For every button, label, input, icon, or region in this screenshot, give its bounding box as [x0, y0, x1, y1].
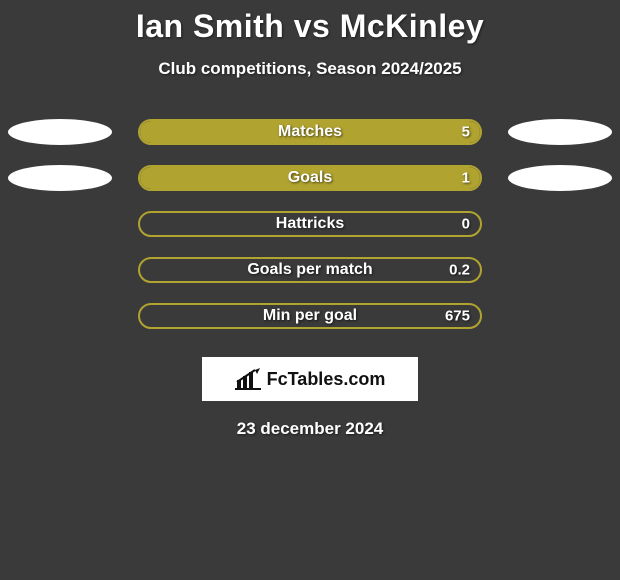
stat-row: Goals 1: [0, 165, 620, 191]
stat-label: Goals: [288, 169, 332, 187]
subtitle: Club competitions, Season 2024/2025: [0, 59, 620, 79]
stat-bar: Goals per match 0.2: [138, 257, 482, 283]
stat-value: 5: [462, 124, 470, 141]
page-title: Ian Smith vs McKinley: [0, 8, 620, 45]
stat-value: 1: [462, 170, 470, 187]
player-right-marker: [508, 119, 612, 145]
stats-list: Matches 5 Goals 1 Hattricks 0 Goals per match 0…: [0, 119, 620, 329]
player-right-marker: [508, 165, 612, 191]
stat-label: Matches: [278, 123, 342, 141]
stat-value: 675: [445, 308, 470, 325]
chart-icon: [235, 368, 261, 390]
footer-badge[interactable]: FcTables.com: [202, 357, 418, 401]
stat-bar: Hattricks 0: [138, 211, 482, 237]
stat-row: Min per goal 675: [0, 303, 620, 329]
stat-bar: Min per goal 675: [138, 303, 482, 329]
stat-row: Goals per match 0.2: [0, 257, 620, 283]
stat-bar: Matches 5: [138, 119, 482, 145]
stat-row: Hattricks 0: [0, 211, 620, 237]
player-left-marker: [8, 119, 112, 145]
stat-label: Goals per match: [247, 261, 372, 279]
stat-row: Matches 5: [0, 119, 620, 145]
stat-label: Min per goal: [263, 307, 357, 325]
comparison-card: Ian Smith vs McKinley Club competitions,…: [0, 0, 620, 439]
stat-label: Hattricks: [276, 215, 344, 233]
stat-bar: Goals 1: [138, 165, 482, 191]
player-left-marker: [8, 165, 112, 191]
date-label: 23 december 2024: [0, 419, 620, 439]
footer-label: FcTables.com: [267, 369, 386, 390]
stat-value: 0.2: [449, 262, 470, 279]
stat-value: 0: [462, 216, 470, 233]
